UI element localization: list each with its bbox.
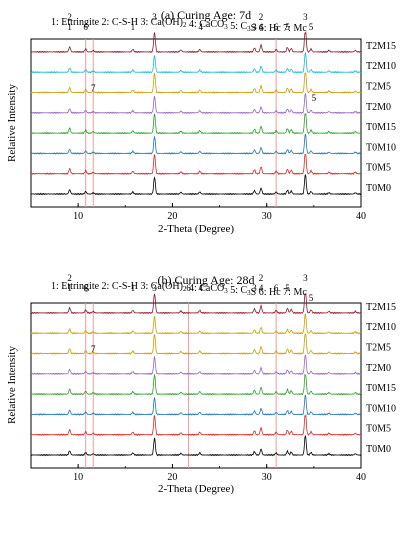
series-line-t2m5 — [30, 333, 362, 355]
series-label-t0m5: T0M5 — [366, 163, 391, 174]
peak-annotation: 4 — [198, 22, 203, 32]
peak-annotation: 2 — [259, 12, 264, 22]
y-axis-label: Relative Intensity — [6, 346, 18, 424]
peak-annotation: 3 — [152, 283, 157, 293]
peak-annotation: 1 — [131, 283, 136, 293]
chart-title: (a) Curing Age: 7d — [161, 8, 251, 22]
peak-annotation: 3 — [252, 283, 257, 293]
peak-annotation: 3 — [252, 22, 257, 32]
peak-annotation: 6 — [83, 22, 88, 32]
peak-annotation: 6 — [83, 283, 88, 293]
peak-annotation: 2 — [259, 273, 264, 283]
series-line-t2m5 — [30, 71, 362, 94]
series-line-t0m15 — [30, 373, 362, 396]
series-line-t2m10 — [30, 51, 362, 74]
series-line-t2m15 — [30, 293, 362, 315]
peak-annotation: 3 — [152, 12, 157, 22]
peak-annotation: 3 — [303, 12, 308, 22]
peak-annotation: 2 — [67, 12, 72, 22]
series-label-t2m10: T2M10 — [366, 61, 396, 72]
series-line-t0m5 — [30, 413, 362, 437]
series-label-t2m15: T2M15 — [366, 302, 396, 313]
peak-annotation: 1 — [131, 22, 136, 32]
series-label-t2m0: T2M0 — [366, 102, 391, 113]
plot-frame — [30, 302, 362, 469]
series-label-t2m10: T2M10 — [366, 322, 396, 333]
series-line-t0m10 — [30, 133, 362, 155]
peak-annotation: 3 — [303, 273, 308, 283]
peak-annotation: 5 — [309, 293, 314, 303]
series-line-t2m0 — [30, 93, 362, 115]
peak-annotation: 5 — [285, 283, 290, 293]
series-label-t0m5: T0M5 — [366, 424, 391, 435]
peak-annotation: 5 — [285, 22, 290, 32]
series-line-t0m0 — [30, 434, 362, 457]
peak-annotation: 6 — [186, 283, 191, 293]
x-tick-label: 20 — [167, 211, 177, 222]
peak-annotation: 6 — [274, 22, 279, 32]
x-axis-label: 2-Theta (Degree) — [158, 223, 234, 235]
peak-annotation: 4 — [259, 22, 264, 32]
series-label-t2m15: T2M15 — [366, 41, 396, 52]
phase-legend: 1: Ettringite 2: C-S-H 3: Ca(OH)2 4: CaC… — [51, 17, 307, 34]
peak-annotation: 1 — [67, 283, 72, 293]
x-tick-label: 20 — [167, 472, 177, 483]
series-line-t2m10 — [30, 312, 362, 335]
series-line-t0m15 — [30, 112, 362, 135]
phase-legend: 1: Ettringite 2: C-S-H 3: Ca(OH)2 4: CaC… — [51, 281, 307, 298]
series-line-t0m10 — [30, 394, 362, 416]
peak-annotation: 7 — [91, 344, 96, 354]
x-tick-label: 30 — [262, 472, 272, 483]
series-line-t0m0 — [30, 174, 362, 196]
series-label-t0m0: T0M0 — [366, 183, 391, 194]
series-label-t2m0: T2M0 — [366, 363, 391, 374]
plot-frame — [30, 38, 362, 208]
x-tick-label: 10 — [73, 211, 83, 222]
series-label-t0m10: T0M10 — [366, 403, 396, 414]
series-label-t0m0: T0M0 — [366, 444, 391, 455]
series-line-t2m15 — [30, 30, 362, 54]
peak-annotation: 5 — [312, 93, 317, 103]
series-label-t2m5: T2M5 — [366, 82, 391, 93]
peak-annotation: 2 — [67, 273, 72, 283]
x-tick-label: 30 — [262, 211, 272, 222]
peak-annotation: 5 — [309, 22, 314, 32]
x-tick-label: 40 — [356, 472, 366, 483]
series-label-t0m15: T0M15 — [366, 122, 396, 133]
x-tick-label: 40 — [356, 211, 366, 222]
x-axis-label: 2-Theta (Degree) — [158, 483, 234, 495]
chart-title: (b) Curing Age: 28d — [158, 273, 255, 287]
peak-annotation: 1 — [67, 22, 72, 32]
series-line-t2m0 — [30, 354, 362, 376]
peak-annotation: 4 — [198, 283, 203, 293]
series-line-t0m5 — [30, 153, 362, 176]
peak-annotation: 6 — [274, 283, 279, 293]
peak-annotation: 7 — [91, 83, 96, 93]
chart-panel-a: (a) Curing Age: 7d1: Ettringite 2: C-S-H… — [6, 8, 396, 235]
peak-annotation: 4 — [259, 283, 264, 293]
y-axis-label: Relative Intensity — [6, 84, 18, 162]
series-label-t0m15: T0M15 — [366, 383, 396, 394]
series-label-t2m5: T2M5 — [366, 343, 391, 354]
x-tick-label: 10 — [73, 472, 83, 483]
series-label-t0m10: T0M10 — [366, 142, 396, 153]
